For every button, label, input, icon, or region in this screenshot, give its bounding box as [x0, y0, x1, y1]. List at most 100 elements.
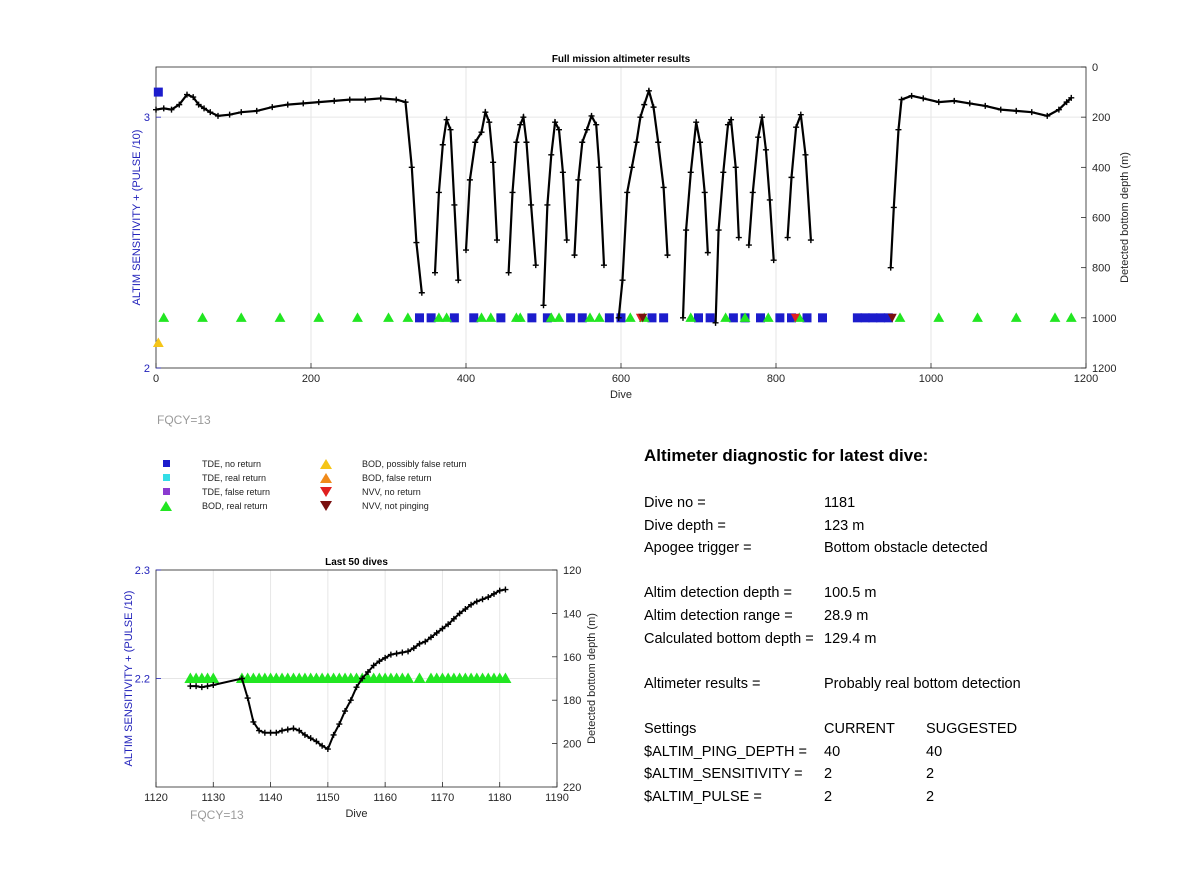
data-point-square [756, 313, 765, 323]
depth-point [439, 625, 446, 632]
depth-point [215, 112, 221, 119]
depth-point [330, 731, 337, 738]
setting-suggested: 2 [926, 788, 935, 805]
top-fqcy-label: FQCY=13 [157, 413, 211, 427]
depth-point [624, 189, 631, 196]
depth-point [387, 651, 394, 658]
setting-row-ping-depth: $ALTIM_PING_DEPTH = 40 40 [644, 741, 1164, 764]
data-point-square [577, 313, 587, 323]
depth-point [720, 169, 727, 176]
depth-point [951, 97, 958, 104]
depth-point [269, 104, 276, 111]
depth-point [920, 95, 927, 102]
y2-tick-label: 200 [563, 739, 581, 751]
diag-key: Altimeter results = [644, 675, 761, 692]
y2-tick-label: 400 [1092, 162, 1110, 174]
legend-label: TDE, real return [202, 473, 267, 483]
data-point-triangle [352, 312, 363, 322]
diag-value: 123 m [824, 517, 865, 534]
diag-key: Dive depth = [644, 517, 726, 534]
data-point-square [802, 313, 812, 323]
legend-label: BOD, possibly false return [362, 459, 467, 469]
depth-point [770, 257, 777, 264]
data-point-triangle [413, 672, 426, 683]
depth-point [443, 116, 450, 123]
data-point-triangle [499, 672, 512, 683]
data-point-triangle [313, 312, 325, 322]
data-point-triangle [1049, 312, 1061, 322]
depth-point [462, 606, 469, 613]
depth-point [450, 615, 457, 622]
x-tick-label: 1170 [431, 792, 455, 804]
depth-point [645, 87, 652, 94]
red-down-triangle-icon [320, 487, 332, 497]
x-tick-label: 1150 [316, 792, 340, 804]
depth-point [370, 662, 377, 669]
depth-point [456, 610, 463, 617]
data-point-square [876, 313, 886, 323]
depth-point [408, 164, 415, 171]
depth-point [399, 649, 406, 656]
y-tick-label: 2.3 [135, 565, 150, 577]
depth-point [359, 675, 366, 682]
depth-point [807, 237, 814, 244]
data-point-triangle [545, 312, 557, 322]
x-axis-label: Dive [610, 389, 632, 401]
depth-point [331, 97, 338, 104]
data-point-square [868, 313, 878, 323]
data-point-triangle [972, 312, 983, 322]
depth-line [190, 588, 506, 751]
orange-triangle-icon [320, 473, 332, 483]
depth-point [455, 277, 462, 284]
data-point-triangle [485, 312, 497, 322]
depth-point [478, 129, 485, 136]
depth-point [468, 601, 475, 608]
depth-point [693, 119, 700, 126]
depth-point [433, 629, 440, 636]
depth-point [319, 742, 326, 749]
diag-row-calc-depth: Calculated bottom depth = 129.4 m [644, 628, 1164, 651]
depth-point [296, 727, 303, 734]
depth-point [451, 201, 458, 208]
depth-point [563, 237, 570, 244]
data-point-triangle [894, 312, 906, 322]
diag-key: Altim detection depth = [644, 585, 792, 602]
depth-point [279, 727, 286, 734]
depth-line [542, 118, 568, 306]
diag-row-apogee: Apogee trigger = Bottom obstacle detecte… [644, 537, 1164, 560]
x-tick-label: 400 [457, 373, 475, 385]
depth-point [687, 169, 694, 176]
depth-line [617, 87, 669, 318]
depth-point [336, 721, 343, 728]
data-point-triangle-down [638, 313, 648, 323]
depth-line [464, 108, 499, 251]
darkred-down-triangle-icon [320, 501, 332, 511]
depth-point [579, 139, 586, 146]
data-point-triangle [433, 312, 445, 322]
legend-label: BOD, real return [202, 501, 268, 511]
x-tick-label: 1140 [259, 792, 283, 804]
depth-point [1068, 94, 1075, 101]
depth-point [559, 169, 566, 176]
depth-point [315, 99, 322, 106]
depth-point [704, 249, 711, 256]
blue-square-icon [163, 460, 170, 467]
data-point-square [775, 313, 785, 323]
data-point-triangle [933, 312, 945, 322]
data-point-triangle [207, 672, 220, 683]
depth-point [593, 121, 600, 128]
data-point-triangle [584, 312, 596, 322]
data-point-triangle [402, 312, 414, 322]
depth-line [747, 116, 775, 261]
y-tick-label: 2.2 [135, 674, 150, 686]
y2-tick-label: 0 [1092, 62, 1098, 74]
y-axis-label: ALTIM SENSITIVITY + (PULSE /10) [123, 591, 135, 767]
diag-value: Probably real bottom detection [824, 675, 1021, 692]
depth-point [466, 176, 473, 183]
y2-tick-label: 160 [563, 652, 581, 664]
depth-point [427, 634, 434, 641]
legend-label: TDE, no return [202, 459, 262, 469]
depth-point [1063, 99, 1070, 106]
depth-point [313, 738, 320, 745]
data-point-triangle [553, 312, 565, 322]
